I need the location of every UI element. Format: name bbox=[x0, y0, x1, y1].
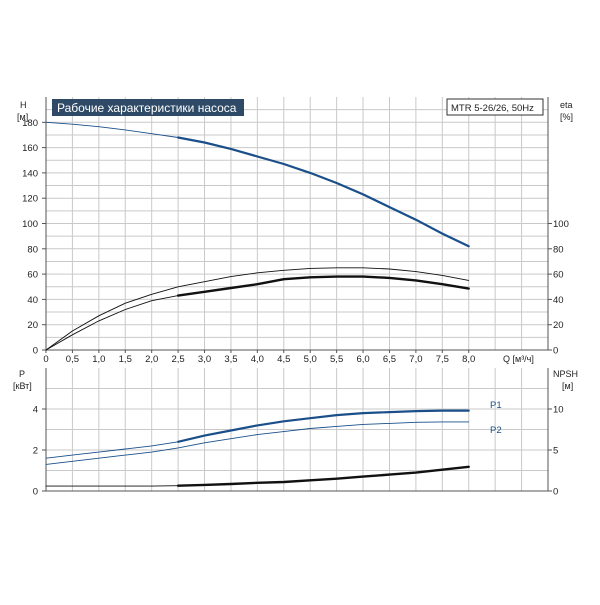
tick-label-q: 3,5 bbox=[224, 354, 237, 365]
tick-label-h: 100 bbox=[22, 219, 38, 230]
tick-label-q: 0,5 bbox=[66, 354, 79, 365]
upper-grid bbox=[46, 97, 548, 350]
tick-label-eta: 40 bbox=[553, 295, 564, 306]
tick-label-eta: 80 bbox=[553, 244, 564, 255]
tick-label-q: 8,0 bbox=[462, 354, 475, 365]
lower-right-axis-unit: [м] bbox=[562, 381, 573, 391]
tick-label-h: 80 bbox=[27, 244, 38, 255]
tick-label-p: 0 bbox=[33, 487, 38, 498]
tick-label-q: 2,5 bbox=[171, 354, 184, 365]
lower-left-axis-unit: [кВт] bbox=[13, 381, 32, 391]
upper-right-axis-label: eta bbox=[560, 100, 573, 110]
tick-label-npsh: 5 bbox=[553, 446, 558, 457]
tick-label-q: 7,5 bbox=[436, 354, 449, 365]
tick-label-q: 6,5 bbox=[383, 354, 396, 365]
tick-label-eta: 0 bbox=[553, 346, 558, 357]
tick-label-npsh: 0 bbox=[553, 487, 558, 498]
tick-label-h: 0 bbox=[33, 346, 38, 357]
axes-layer bbox=[42, 97, 552, 491]
tick-label-q: 6,0 bbox=[356, 354, 369, 365]
tick-label-h: 120 bbox=[22, 194, 38, 205]
tick-label-eta: 100 bbox=[553, 219, 569, 230]
tick-label-p: 2 bbox=[33, 446, 38, 457]
upper-right-axis-unit: [%] bbox=[560, 112, 573, 122]
series-label-p2: P2 bbox=[490, 425, 502, 436]
lower-series-4 bbox=[178, 467, 469, 486]
tick-label-h: 20 bbox=[27, 320, 38, 331]
tick-label-q: 3,0 bbox=[198, 354, 211, 365]
tick-label-q: 4,0 bbox=[251, 354, 264, 365]
tick-label-q: 1,0 bbox=[92, 354, 105, 365]
tick-label-h: 60 bbox=[27, 270, 38, 281]
lower-right-axis-label: NPSH bbox=[553, 369, 578, 379]
tick-label-q: 4,5 bbox=[277, 354, 290, 365]
tick-label-q: 5,5 bbox=[330, 354, 343, 365]
tick-label-h: 160 bbox=[22, 143, 38, 154]
tick-label-h: 140 bbox=[22, 168, 38, 179]
lower-left-axis-label: P bbox=[19, 369, 25, 379]
x-axis-label: Q [м³/ч] bbox=[503, 354, 534, 364]
upper-left-axis-label: H bbox=[20, 100, 27, 110]
tick-label-eta: 20 bbox=[553, 320, 564, 331]
series-label-p1: P1 bbox=[490, 400, 502, 411]
tick-label-h: 40 bbox=[27, 295, 38, 306]
tick-label-q: 1,5 bbox=[119, 354, 132, 365]
tick-label-q: 7,0 bbox=[409, 354, 422, 365]
upper-series-1 bbox=[178, 138, 469, 247]
tick-label-npsh: 10 bbox=[553, 405, 564, 416]
upper-left-axis-unit: [м] bbox=[17, 112, 28, 122]
tick-label-eta: 60 bbox=[553, 270, 564, 281]
tick-label-q: 2,0 bbox=[145, 354, 158, 365]
model-label: MTR 5-26/26, 50Hz bbox=[451, 103, 534, 114]
tick-label-q: 0 bbox=[43, 354, 48, 365]
tick-label-p: 4 bbox=[33, 405, 38, 416]
lower-grid bbox=[46, 368, 548, 491]
chart-title: Рабочие характеристики насоса bbox=[57, 101, 237, 115]
upper-series-3 bbox=[178, 277, 469, 296]
lower-series-1 bbox=[178, 411, 469, 442]
tick-label-q: 5,0 bbox=[304, 354, 317, 365]
